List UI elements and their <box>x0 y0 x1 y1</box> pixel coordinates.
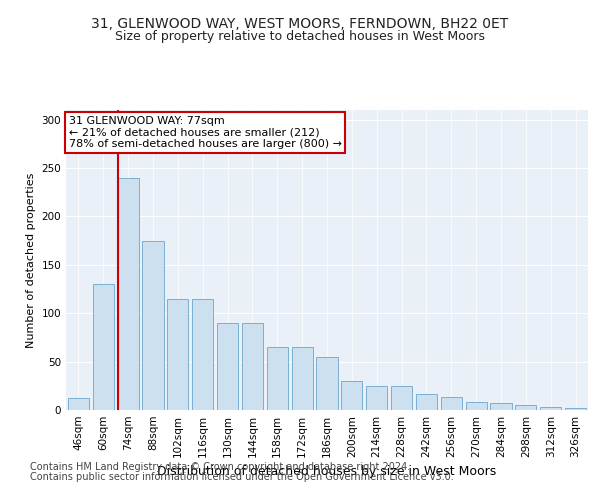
Bar <box>466 402 487 410</box>
Bar <box>142 240 164 410</box>
Bar <box>565 408 586 410</box>
Bar <box>292 347 313 410</box>
Bar <box>441 398 462 410</box>
Bar <box>540 407 561 410</box>
Bar <box>416 394 437 410</box>
Bar <box>515 405 536 410</box>
Bar <box>341 381 362 410</box>
Bar <box>267 347 288 410</box>
Bar <box>192 298 213 410</box>
Text: Contains public sector information licensed under the Open Government Licence v3: Contains public sector information licen… <box>30 472 454 482</box>
X-axis label: Distribution of detached houses by size in West Moors: Distribution of detached houses by size … <box>157 466 497 478</box>
Bar <box>242 323 263 410</box>
Text: Size of property relative to detached houses in West Moors: Size of property relative to detached ho… <box>115 30 485 43</box>
Bar <box>68 398 89 410</box>
Bar <box>167 298 188 410</box>
Text: Contains HM Land Registry data © Crown copyright and database right 2024.: Contains HM Land Registry data © Crown c… <box>30 462 410 472</box>
Bar <box>316 357 338 410</box>
Bar <box>490 403 512 410</box>
Text: 31 GLENWOOD WAY: 77sqm
← 21% of detached houses are smaller (212)
78% of semi-de: 31 GLENWOOD WAY: 77sqm ← 21% of detached… <box>68 116 341 149</box>
Bar <box>366 386 387 410</box>
Bar <box>217 323 238 410</box>
Y-axis label: Number of detached properties: Number of detached properties <box>26 172 36 348</box>
Bar <box>391 386 412 410</box>
Text: 31, GLENWOOD WAY, WEST MOORS, FERNDOWN, BH22 0ET: 31, GLENWOOD WAY, WEST MOORS, FERNDOWN, … <box>91 18 509 32</box>
Bar <box>118 178 139 410</box>
Bar <box>93 284 114 410</box>
